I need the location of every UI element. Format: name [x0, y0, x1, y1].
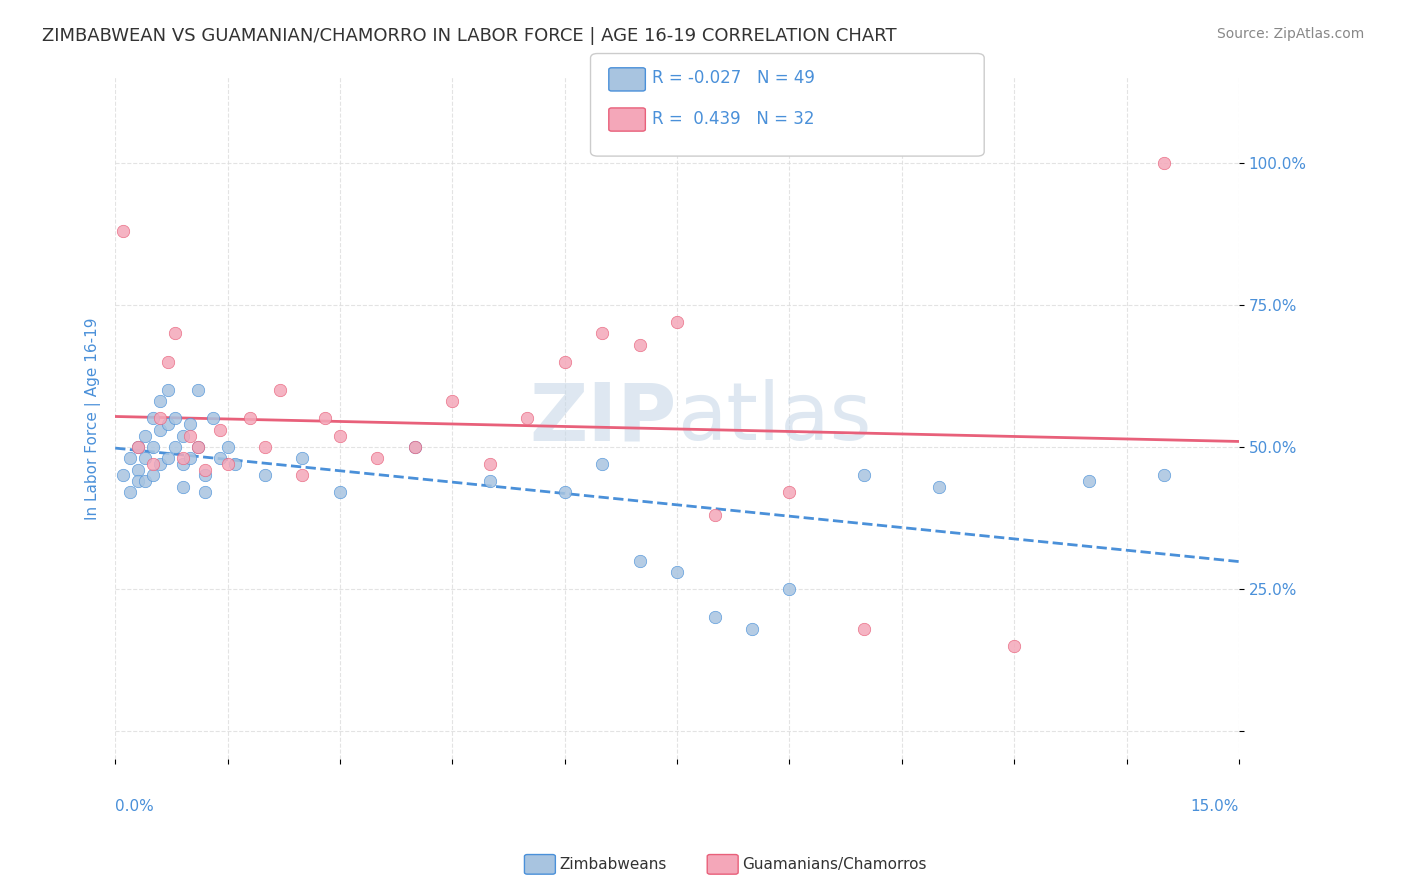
Point	[165, 326, 187, 341]
Point	[142, 411, 165, 425]
Point	[666, 565, 689, 579]
Point	[928, 480, 950, 494]
Point	[1002, 639, 1025, 653]
Point	[156, 451, 179, 466]
Point	[591, 326, 613, 341]
Point	[269, 383, 291, 397]
Point	[291, 451, 314, 466]
Point	[217, 440, 239, 454]
Point	[172, 480, 194, 494]
Point	[134, 451, 156, 466]
Point	[127, 440, 149, 454]
Point	[127, 462, 149, 476]
Text: Zimbabweans: Zimbabweans	[560, 857, 666, 871]
Point	[217, 457, 239, 471]
Point	[253, 468, 276, 483]
Point	[291, 468, 314, 483]
Point	[703, 508, 725, 522]
Point	[591, 457, 613, 471]
Point	[142, 440, 165, 454]
Point	[111, 224, 134, 238]
Point	[239, 411, 262, 425]
Point	[187, 440, 209, 454]
Point	[314, 411, 336, 425]
Point	[156, 354, 179, 368]
Point	[516, 411, 538, 425]
Point	[329, 428, 352, 442]
Text: R =  0.439   N = 32: R = 0.439 N = 32	[652, 110, 815, 128]
Point	[329, 485, 352, 500]
Point	[134, 428, 156, 442]
Point	[741, 622, 763, 636]
Text: Source: ZipAtlas.com: Source: ZipAtlas.com	[1216, 27, 1364, 41]
Point	[194, 462, 217, 476]
Point	[134, 474, 156, 488]
Y-axis label: In Labor Force | Age 16-19: In Labor Force | Age 16-19	[86, 318, 101, 520]
Point	[187, 440, 209, 454]
Point	[478, 457, 501, 471]
Point	[127, 474, 149, 488]
Point	[224, 457, 246, 471]
Point	[628, 553, 651, 567]
Point	[179, 428, 201, 442]
Text: R = -0.027   N = 49: R = -0.027 N = 49	[652, 70, 815, 87]
Point	[404, 440, 426, 454]
Point	[853, 622, 876, 636]
Point	[172, 428, 194, 442]
Point	[666, 315, 689, 329]
Text: 15.0%: 15.0%	[1191, 799, 1239, 814]
Point	[111, 468, 134, 483]
Point	[156, 383, 179, 397]
Point	[149, 457, 172, 471]
Text: ZIMBABWEAN VS GUAMANIAN/CHAMORRO IN LABOR FORCE | AGE 16-19 CORRELATION CHART: ZIMBABWEAN VS GUAMANIAN/CHAMORRO IN LABO…	[42, 27, 897, 45]
Point	[1153, 468, 1175, 483]
Point	[554, 485, 576, 500]
Point	[441, 394, 464, 409]
Point	[703, 610, 725, 624]
Point	[778, 485, 800, 500]
Point	[142, 468, 165, 483]
Point	[127, 440, 149, 454]
Point	[172, 457, 194, 471]
Point	[194, 485, 217, 500]
Point	[156, 417, 179, 432]
Point	[172, 451, 194, 466]
Point	[187, 383, 209, 397]
Point	[1078, 474, 1101, 488]
Point	[554, 354, 576, 368]
Point	[120, 451, 142, 466]
Point	[179, 417, 201, 432]
Point	[165, 440, 187, 454]
Point	[194, 468, 217, 483]
Point	[209, 451, 232, 466]
Point	[142, 457, 165, 471]
Point	[209, 423, 232, 437]
Point	[366, 451, 388, 466]
Point	[165, 411, 187, 425]
Point	[628, 337, 651, 351]
Point	[149, 423, 172, 437]
Point	[778, 582, 800, 596]
Point	[853, 468, 876, 483]
Point	[201, 411, 224, 425]
Point	[253, 440, 276, 454]
Text: ZIP: ZIP	[530, 379, 678, 458]
Point	[179, 451, 201, 466]
Point	[149, 394, 172, 409]
Text: atlas: atlas	[678, 379, 872, 458]
Point	[1153, 155, 1175, 169]
Text: Guamanians/Chamorros: Guamanians/Chamorros	[742, 857, 927, 871]
Text: 0.0%: 0.0%	[115, 799, 153, 814]
Point	[120, 485, 142, 500]
Point	[149, 411, 172, 425]
Point	[404, 440, 426, 454]
Point	[478, 474, 501, 488]
